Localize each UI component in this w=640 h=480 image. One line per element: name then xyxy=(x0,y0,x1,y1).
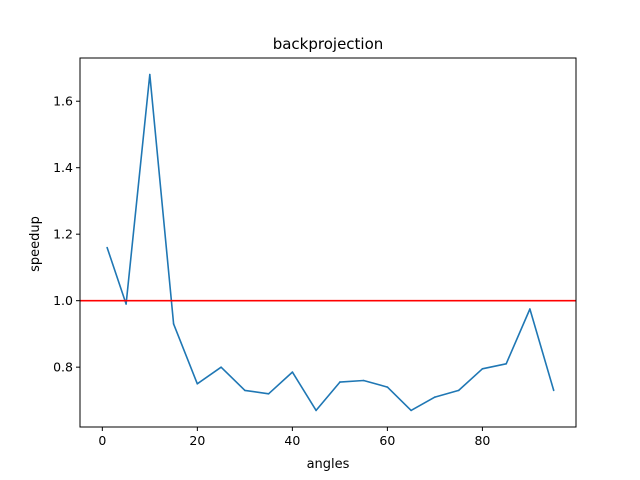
x-tick-label: 60 xyxy=(379,433,395,448)
y-tick-label: 1.2 xyxy=(53,227,73,242)
data-point xyxy=(434,396,436,398)
x-axis-title: angles xyxy=(307,457,350,472)
data-point xyxy=(315,409,317,412)
plot-area xyxy=(80,73,576,412)
data-point xyxy=(291,371,294,373)
y-tick-label: 1.4 xyxy=(53,160,73,175)
data-point xyxy=(339,381,341,383)
data-point xyxy=(410,409,412,412)
data-point xyxy=(362,379,365,382)
data-point xyxy=(552,389,555,392)
data-point xyxy=(481,368,484,370)
data-point xyxy=(196,383,199,385)
series-line-0 xyxy=(106,73,555,412)
y-tick-label: 0.8 xyxy=(53,360,73,375)
data-point xyxy=(172,323,175,325)
x-tick-label: 40 xyxy=(284,433,300,448)
x-tick-label: 80 xyxy=(474,433,490,448)
data-point xyxy=(386,386,389,388)
data-point xyxy=(149,73,151,76)
chart-title: backprojection xyxy=(273,35,384,53)
y-tick-label: 1.0 xyxy=(53,293,73,308)
data-point xyxy=(220,366,222,369)
y-axis: 0.8 1.0 1.2 1.4 1.6 xyxy=(53,94,80,375)
data-point xyxy=(529,308,531,310)
data-point xyxy=(244,389,246,392)
x-tick-label: 20 xyxy=(189,433,205,448)
y-tick-label: 1.6 xyxy=(53,94,73,109)
data-point xyxy=(505,363,508,365)
data-point xyxy=(267,393,270,395)
x-axis: 0 20 40 60 80 xyxy=(98,427,490,448)
data-point xyxy=(125,303,127,305)
x-tick-label: 0 xyxy=(98,433,106,448)
data-point xyxy=(106,246,108,249)
y-axis-title: speedup xyxy=(28,216,43,272)
data-point xyxy=(457,389,460,392)
axes-frame xyxy=(79,57,577,428)
